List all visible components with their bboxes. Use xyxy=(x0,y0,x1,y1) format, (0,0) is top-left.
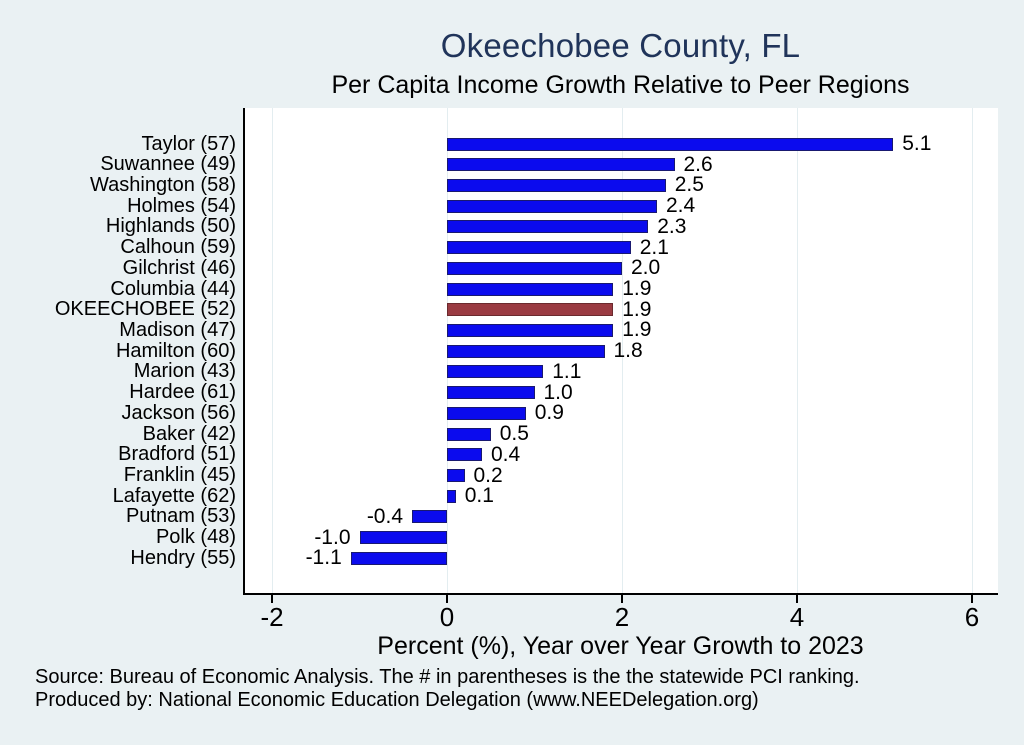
x-tick xyxy=(796,595,798,603)
bar xyxy=(447,282,614,296)
x-tick-label: 4 xyxy=(789,602,805,632)
category-label: OKEECHOBEE (52) xyxy=(54,298,236,321)
category-label: Marion (43) xyxy=(133,360,236,383)
category-label: Hardee (61) xyxy=(129,381,236,404)
value-label: 1.9 xyxy=(622,318,652,342)
value-label: 0.9 xyxy=(534,401,564,425)
bar xyxy=(447,261,622,275)
category-label: Hamilton (60) xyxy=(115,339,236,362)
bar xyxy=(359,531,447,545)
value-label: 2.6 xyxy=(683,152,713,176)
x-tick xyxy=(271,595,273,603)
value-label: 0.1 xyxy=(464,484,494,508)
x-tick-label: 2 xyxy=(614,602,630,632)
bar xyxy=(447,158,675,172)
category-label: Polk (48) xyxy=(155,526,236,549)
x-tick-label: 0 xyxy=(439,602,455,632)
bar xyxy=(447,386,535,400)
bar xyxy=(447,241,631,255)
category-label: Suwannee (49) xyxy=(100,153,236,176)
bar xyxy=(447,448,482,462)
bar xyxy=(412,510,447,524)
value-label: 1.1 xyxy=(552,359,582,383)
grid-line xyxy=(621,108,623,593)
category-label: Highlands (50) xyxy=(105,215,236,238)
bar xyxy=(447,323,614,337)
bar xyxy=(447,489,456,503)
value-label: 0.4 xyxy=(491,442,521,466)
category-label: Madison (47) xyxy=(119,318,236,341)
value-label: -0.4 xyxy=(366,504,403,528)
bar xyxy=(447,199,657,213)
category-label: Hendry (55) xyxy=(130,546,236,569)
bar xyxy=(447,137,894,151)
category-label: Jackson (56) xyxy=(121,401,237,424)
value-label: 1.9 xyxy=(622,277,652,301)
category-label: Columbia (44) xyxy=(110,277,236,300)
category-label: Gilchrist (46) xyxy=(122,256,236,279)
bar xyxy=(447,178,666,192)
value-label: 2.0 xyxy=(631,256,661,280)
x-tick xyxy=(621,595,623,603)
category-label: Franklin (45) xyxy=(123,464,236,487)
source-note: Source: Bureau of Economic Analysis. The… xyxy=(35,666,860,688)
grid-line xyxy=(271,108,273,593)
category-label: Lafayette (62) xyxy=(112,484,236,507)
value-label: 5.1 xyxy=(902,132,932,155)
bar xyxy=(447,365,544,379)
x-axis-label: Percent (%), Year over Year Growth to 20… xyxy=(377,632,864,660)
bar xyxy=(447,427,491,441)
category-label: Holmes (54) xyxy=(127,194,236,217)
value-label: 1.0 xyxy=(543,380,573,404)
value-label: 0.2 xyxy=(473,463,503,487)
value-label: 2.1 xyxy=(639,235,669,259)
bar xyxy=(447,406,526,420)
grid-line xyxy=(971,108,973,593)
value-label: 2.5 xyxy=(674,173,704,197)
value-label: 0.5 xyxy=(499,422,529,446)
value-label: 1.8 xyxy=(613,339,643,363)
category-label: Calhoun (59) xyxy=(120,236,236,259)
value-label: 2.4 xyxy=(666,194,696,218)
bar xyxy=(447,469,465,483)
producer-note: Produced by: National Economic Education… xyxy=(35,689,759,711)
value-label: 1.9 xyxy=(622,297,652,321)
x-tick xyxy=(446,595,448,603)
bar-highlight xyxy=(447,303,614,317)
chart-title: Okeechobee County, FL xyxy=(440,27,801,64)
grid-line xyxy=(796,108,798,593)
category-label: Bradford (51) xyxy=(118,443,236,466)
bar xyxy=(350,551,447,565)
bar xyxy=(447,220,649,234)
bar xyxy=(447,344,605,358)
value-label: -1.1 xyxy=(305,546,342,570)
x-tick xyxy=(971,595,973,603)
value-label: 2.3 xyxy=(657,214,687,238)
chart-subtitle: Per Capita Income Growth Relative to Pee… xyxy=(331,71,910,99)
category-label: Washington (58) xyxy=(90,173,236,196)
category-label: Baker (42) xyxy=(142,422,236,445)
category-label: Putnam (53) xyxy=(125,505,236,528)
category-label: Taylor (57) xyxy=(141,132,236,155)
x-tick-label: 6 xyxy=(964,602,980,632)
x-tick-label: -2 xyxy=(260,602,284,632)
value-label: -1.0 xyxy=(314,525,351,549)
